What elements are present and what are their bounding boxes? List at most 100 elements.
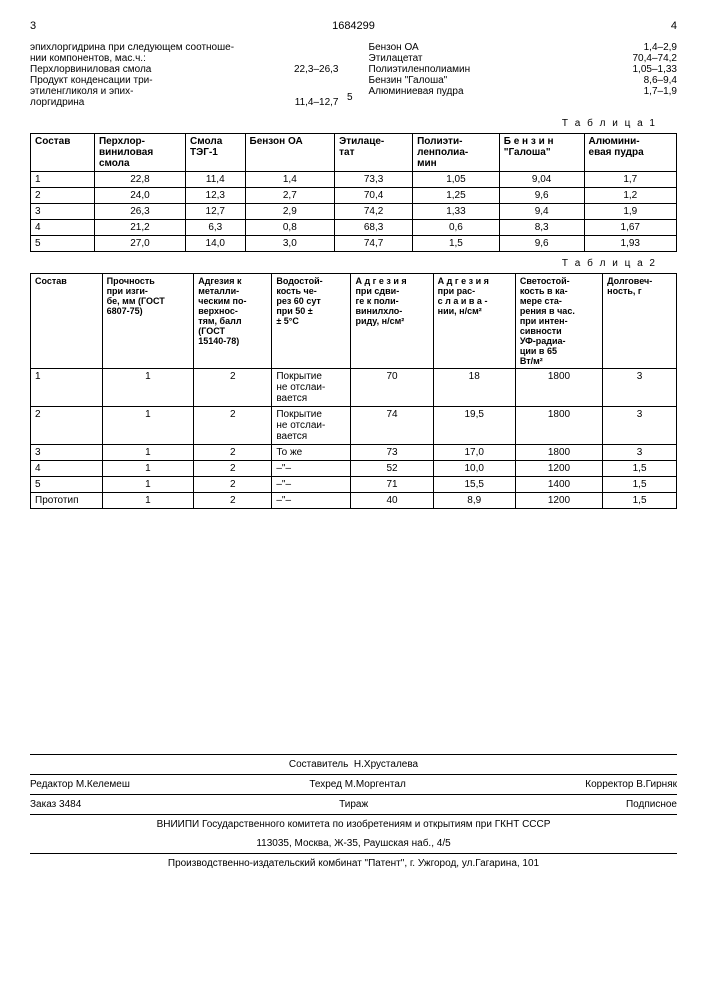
table-cell: 24,0 [94, 188, 185, 204]
table-cell: 52 [351, 461, 433, 477]
component-name: Этилацетат [369, 53, 623, 64]
table-cell: 1800 [515, 369, 602, 407]
table-cell: 2 [31, 407, 103, 445]
table-cell: 17,0 [433, 445, 515, 461]
corrector-name: В.Гирняк [636, 779, 677, 790]
table-header: Перхлор-виниловаясмола [94, 134, 185, 172]
table-header: А д г е з и япри сдви-ге к поли-винилхло… [351, 274, 433, 369]
right-column: Бензон ОА 1,4–2,9 Этилацетат 70,4–74,2 П… [369, 42, 678, 108]
table-cell: 1400 [515, 477, 602, 493]
table-cell: 27,0 [94, 236, 185, 252]
table-cell: 1800 [515, 445, 602, 461]
table-cell: 8,9 [433, 493, 515, 509]
table-cell: 9,6 [499, 236, 584, 252]
component-row: лоргидрина 11,4–12,7 [30, 97, 339, 108]
component-name: Полиэтиленполиамин [369, 64, 623, 75]
table-cell: 3,0 [245, 236, 335, 252]
line-number: 5 [347, 92, 353, 103]
table-cell: 5 [31, 477, 103, 493]
component-name: Бензин "Галоша" [369, 75, 634, 86]
table-cell: –"– [272, 461, 351, 477]
corrector-label: Корректор [585, 779, 633, 790]
table-cell: 10,0 [433, 461, 515, 477]
component-name: Бензон ОА [369, 42, 634, 53]
table-cell: 3 [603, 407, 677, 445]
table-cell: 74,7 [335, 236, 413, 252]
table-cell: 18 [433, 369, 515, 407]
table-row: 412–"–5210,012001,5 [31, 461, 677, 477]
footer-org2: 113035, Москва, Ж-35, Раушская наб., 4/5 [30, 834, 677, 854]
table-cell: 1200 [515, 461, 602, 477]
component-row: Бензон ОА 1,4–2,9 [369, 42, 678, 53]
table-cell: 1,7 [584, 172, 676, 188]
table-header: Полиэти-ленполиа-мин [413, 134, 500, 172]
component-name: Перхлорвиниловая смола [30, 64, 284, 75]
component-row: Этилацетат 70,4–74,2 [369, 53, 678, 64]
table-cell: 73 [351, 445, 433, 461]
table-cell: 9,04 [499, 172, 584, 188]
component-row: Бензин "Галоша" 8,6–9,4 [369, 75, 678, 86]
table-cell: 2 [194, 407, 272, 445]
table-header: Этилаце-тат [335, 134, 413, 172]
table-cell: Покрытиене отслаи-вается [272, 369, 351, 407]
component-value: 1,05–1,33 [633, 64, 678, 75]
table-row: 212Покрытиене отслаи-вается7419,518003 [31, 407, 677, 445]
table-cell: 8,3 [499, 220, 584, 236]
table-cell: 1,05 [413, 172, 500, 188]
editor-label: Редактор [30, 779, 73, 790]
table-cell: 4 [31, 220, 95, 236]
table-cell: 2 [194, 445, 272, 461]
table-cell: 3 [603, 369, 677, 407]
table-cell: 1 [31, 172, 95, 188]
component-value: 1,4–2,9 [644, 42, 677, 53]
table-cell: –"– [272, 493, 351, 509]
table-cell: 1 [102, 461, 194, 477]
table-header: А д г е з и япри рас-с л а и в а -нии, н… [433, 274, 515, 369]
table-cell: 1,25 [413, 188, 500, 204]
table-cell: 9,4 [499, 204, 584, 220]
table-cell: 1,2 [584, 188, 676, 204]
table-cell: 40 [351, 493, 433, 509]
table-cell: 1800 [515, 407, 602, 445]
tirage: Тираж [339, 799, 368, 810]
table-cell: 1,5 [603, 493, 677, 509]
component-value: 1,7–1,9 [644, 86, 677, 97]
table-row: 224,012,32,770,41,259,61,2 [31, 188, 677, 204]
component-name: этиленгликоля и эпих- [30, 86, 339, 97]
order-num: Заказ 3484 [30, 799, 81, 810]
table-row: 527,014,03,074,71,59,61,93 [31, 236, 677, 252]
page-header: 3 1684299 4 [30, 20, 677, 32]
component-value: 11,4–12,7 [295, 97, 339, 108]
table-cell: 70 [351, 369, 433, 407]
component-value: 70,4–74,2 [633, 53, 678, 64]
table-header: Алюмини-евая пудра [584, 134, 676, 172]
table-cell: 1 [31, 369, 103, 407]
footer-publisher: Производственно-издательский комбинат "П… [30, 854, 677, 873]
table-cell: 1,5 [603, 477, 677, 493]
table1-label: Т а б л и ц а 1 [30, 118, 657, 129]
table-cell: 74,2 [335, 204, 413, 220]
table-header: Прочностьпри изги-бе, мм (ГОСТ6807-75) [102, 274, 194, 369]
table-cell: Покрытиене отслаи-вается [272, 407, 351, 445]
table-cell: 0,8 [245, 220, 335, 236]
table-cell: 6,3 [186, 220, 245, 236]
compiler-label: Составитель [289, 759, 348, 770]
table-cell: 1,5 [413, 236, 500, 252]
table1: СоставПерхлор-виниловаясмолаСмолаТЭГ-1Бе… [30, 133, 677, 252]
left-column: эпихлоргидрина при следующем соотноше- н… [30, 42, 339, 108]
table-row: 421,26,30,868,30,68,31,67 [31, 220, 677, 236]
table-row: 312То же7317,018003 [31, 445, 677, 461]
table-cell: 5 [31, 236, 95, 252]
table-header: Бензон ОА [245, 134, 335, 172]
page-num-right: 4 [671, 20, 677, 32]
editor-name: М.Келемеш [76, 779, 130, 790]
table-cell: 68,3 [335, 220, 413, 236]
techred-name: М.Моргентал [345, 779, 406, 790]
table-cell: 1200 [515, 493, 602, 509]
table-header: Долговеч-ность, г [603, 274, 677, 369]
table-header: Состав [31, 274, 103, 369]
component-value: 8,6–9,4 [644, 75, 677, 86]
table-row: 112Покрытиене отслаи-вается701818003 [31, 369, 677, 407]
component-name: Продукт конденсации три- [30, 75, 339, 86]
table-cell: 19,5 [433, 407, 515, 445]
